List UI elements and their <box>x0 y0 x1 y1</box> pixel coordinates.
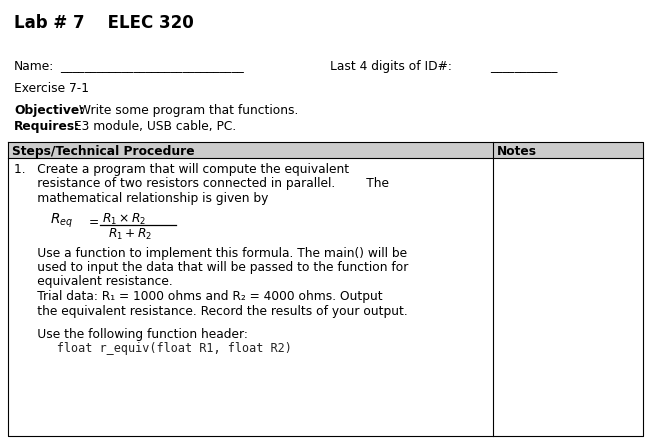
Text: $R_{eq}$: $R_{eq}$ <box>50 211 73 230</box>
Text: Trial data: R₁ = 1000 ohms and R₂ = 4000 ohms. Output: Trial data: R₁ = 1000 ohms and R₂ = 4000… <box>14 290 383 303</box>
Text: $R_1 \times R_2$: $R_1 \times R_2$ <box>102 212 146 227</box>
Text: Requires:: Requires: <box>14 120 80 133</box>
Text: $=$: $=$ <box>86 214 99 227</box>
Text: Steps/Technical Procedure: Steps/Technical Procedure <box>12 145 195 158</box>
Text: Write some program that functions.: Write some program that functions. <box>75 104 298 117</box>
Text: Name:: Name: <box>14 60 54 73</box>
Text: ______________________________: ______________________________ <box>60 60 243 73</box>
Text: E3 module, USB cable, PC.: E3 module, USB cable, PC. <box>70 120 236 133</box>
Text: Objective:: Objective: <box>14 104 84 117</box>
Text: Lab # 7    ELEC 320: Lab # 7 ELEC 320 <box>14 14 194 32</box>
Text: equivalent resistance.: equivalent resistance. <box>14 276 173 288</box>
Text: used to input the data that will be passed to the function for: used to input the data that will be pass… <box>14 261 408 274</box>
Text: Last 4 digits of ID#:: Last 4 digits of ID#: <box>330 60 452 73</box>
Text: Use the following function header:: Use the following function header: <box>14 328 248 341</box>
Text: Notes: Notes <box>497 145 537 158</box>
Text: Exercise 7-1: Exercise 7-1 <box>14 82 89 95</box>
Text: ___________: ___________ <box>490 60 557 73</box>
Text: mathematical relationship is given by: mathematical relationship is given by <box>14 192 268 205</box>
Text: 1.   Create a program that will compute the equivalent: 1. Create a program that will compute th… <box>14 163 349 176</box>
Text: $R_1 + R_2$: $R_1 + R_2$ <box>108 227 152 242</box>
Text: the equivalent resistance. Record the results of your output.: the equivalent resistance. Record the re… <box>14 304 408 318</box>
Text: resistance of two resistors connected in parallel.        The: resistance of two resistors connected in… <box>14 177 389 191</box>
Bar <box>8 142 643 158</box>
Bar <box>8 158 643 436</box>
Text: Use a function to implement this formula. The main() will be: Use a function to implement this formula… <box>14 247 407 259</box>
Text: float r_equiv(float R1, float R2): float r_equiv(float R1, float R2) <box>14 342 292 355</box>
